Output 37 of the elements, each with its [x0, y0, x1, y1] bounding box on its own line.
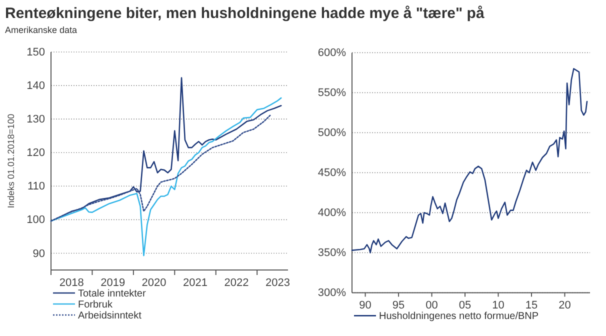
x-tick-label: 20 [558, 300, 571, 312]
y-tick-label: 140 [26, 80, 45, 92]
x-tick-label: 95 [392, 300, 405, 312]
y-tick-label: 300% [318, 287, 346, 300]
y-tick-label: 350% [318, 247, 346, 260]
y-tick-label: 450% [318, 167, 346, 180]
y-tick-label: 120 [26, 147, 45, 160]
y-tick-label: 130 [26, 114, 45, 126]
y-tick-label: 100 [26, 214, 45, 226]
y-tick-label: 500% [318, 127, 346, 140]
x-tick-label: 00 [426, 300, 438, 312]
legend-label: Totale inntekter [78, 288, 146, 300]
y-tick-label: 400% [318, 207, 346, 220]
x-tick-label: 2021 [183, 276, 208, 289]
x-tick-label: 15 [525, 300, 538, 312]
chart-title: Renteøkningene biter, men husholdningene hadde mye å "tære" på [5, 5, 485, 22]
y-tick-label: 550% [318, 87, 346, 100]
legend-label: Husholdningenes netto formue/BNP [379, 311, 539, 322]
x-tick-label: 2022 [224, 276, 249, 289]
chart-subtitle: Amerikanske data [5, 25, 78, 35]
line-series [50, 97, 282, 256]
legend-label: Forbruk [78, 300, 114, 310]
legend-label: Arbeidsinntekt [78, 310, 142, 322]
x-tick-label: 10 [492, 300, 504, 312]
x-tick-label: 2023 [265, 276, 290, 289]
y-tick-label: 110 [27, 180, 45, 193]
y-axis-title: Indeks 01.01.2018=100 [6, 114, 16, 208]
line-series [50, 114, 272, 222]
x-tick-label: 90 [359, 300, 372, 312]
x-tick-label: 2018 [59, 276, 84, 289]
y-tick-label: 150 [26, 46, 45, 59]
x-tick-label: 2019 [100, 276, 126, 289]
x-tick-label: 05 [458, 300, 472, 312]
y-tick-label: 90 [32, 248, 45, 260]
line-series [351, 68, 588, 254]
x-tick-label: 2020 [142, 276, 166, 289]
y-tick-label: 600% [318, 47, 346, 60]
